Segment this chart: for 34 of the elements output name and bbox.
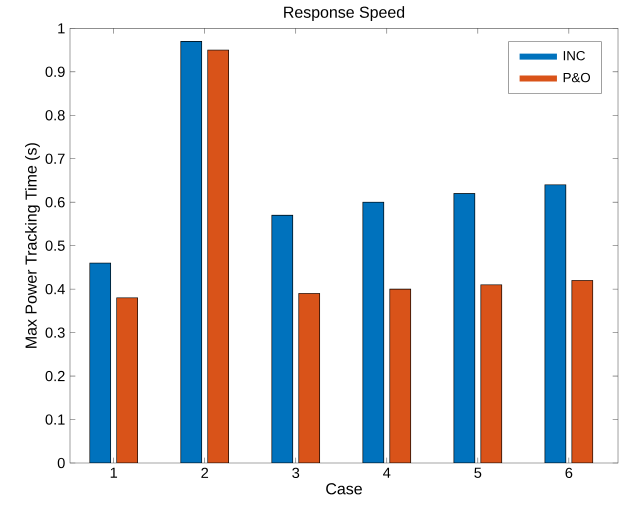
bar <box>572 280 594 463</box>
y-tick-label: 0.7 <box>46 154 65 164</box>
y-tick-label: 0.5 <box>46 240 65 251</box>
x-tick-label: 5 <box>474 468 482 478</box>
y-tick-label: 0.6 <box>46 197 65 208</box>
bar <box>362 202 384 463</box>
x-tick-label: 1 <box>110 468 118 478</box>
y-tick-label: 0.9 <box>46 66 65 77</box>
bar <box>480 284 502 463</box>
y-tick-label: 0.2 <box>46 370 65 382</box>
y-tick-label: 1 <box>58 23 65 34</box>
chart-title: Response Speed <box>284 6 404 22</box>
bar <box>89 262 112 463</box>
y-axis-title: Max Power Tracking Time (s) <box>25 143 40 348</box>
legend-label: P&O <box>564 72 590 82</box>
bar <box>207 50 229 463</box>
bar <box>544 184 566 463</box>
y-tick-label: 0.3 <box>46 327 65 338</box>
bar <box>298 293 320 463</box>
x-tick-label: 4 <box>383 468 390 478</box>
x-tick-label: 6 <box>566 468 572 478</box>
legend-label: INC <box>564 50 585 60</box>
y-tick-label: 0.1 <box>46 414 65 425</box>
x-axis-title: Case <box>326 483 362 494</box>
y-tick-label: 0.8 <box>46 110 65 120</box>
bar <box>389 288 412 463</box>
bar <box>271 214 294 463</box>
y-tick-label: 0.4 <box>46 284 65 294</box>
x-tick-label: 2 <box>201 468 208 478</box>
x-tick-label: 3 <box>292 468 300 478</box>
bar <box>116 297 138 463</box>
bar <box>454 193 476 463</box>
bar <box>180 41 202 463</box>
y-tick-label: 0 <box>58 458 65 468</box>
